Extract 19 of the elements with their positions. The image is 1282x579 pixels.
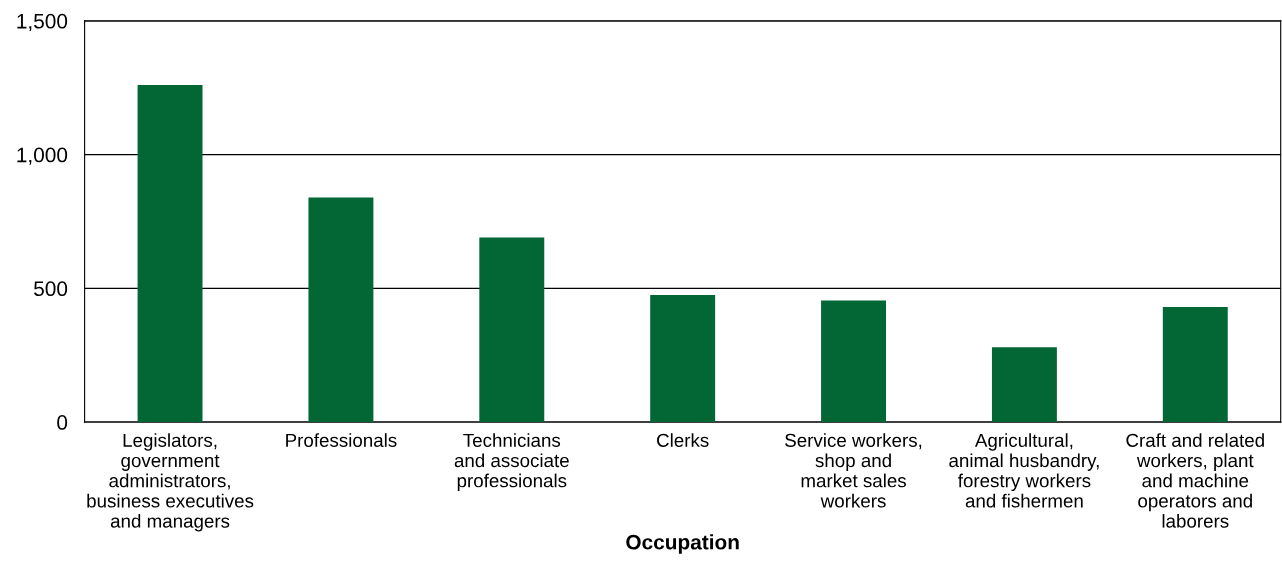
- bar: [650, 295, 716, 423]
- bar: [479, 237, 545, 423]
- y-tick-label: 1,000: [17, 147, 68, 165]
- x-tick-label: Technicians and associate professionals: [454, 433, 569, 492]
- x-tick-label: Agricultural, animal husbandry, forestry workers and fishermen: [949, 433, 1099, 508]
- x-tick-label: Craft and related workers, plant and machine operators and laborers: [1126, 433, 1264, 528]
- x-axis-title: Occupation: [626, 534, 739, 554]
- x-tick-label: Legislators, government administrators, business executives and managers: [87, 433, 254, 532]
- bar: [1162, 307, 1228, 423]
- bar: [308, 197, 374, 423]
- x-tick-label: Professionals: [286, 433, 397, 447]
- y-tick-label: 500: [34, 281, 68, 297]
- bar: [821, 300, 886, 423]
- y-tick-label: 1,500: [17, 13, 68, 32]
- bar: [991, 347, 1057, 423]
- bar: [137, 85, 203, 423]
- x-tick-label: Service workers, shop and market sales workers: [785, 433, 922, 508]
- x-tick-label: Clerks: [657, 433, 709, 447]
- y-tick-label: 0: [57, 415, 68, 430]
